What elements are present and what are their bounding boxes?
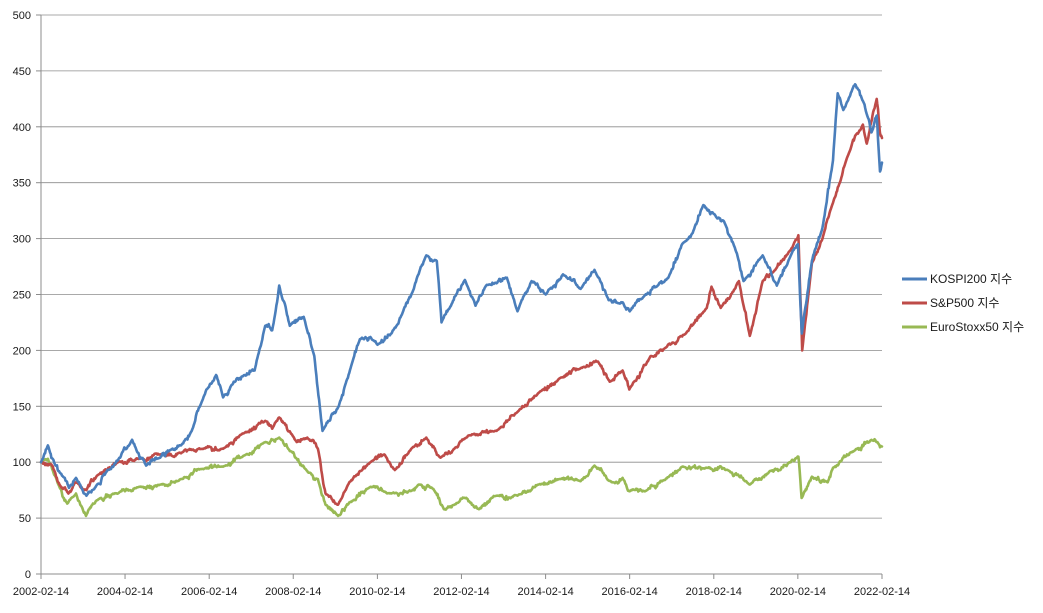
series-line-eurostoxx50 <box>39 436 884 518</box>
x-tick-label: 2012-02-14 <box>433 586 489 598</box>
legend-label: KOSPI200 지수 <box>930 272 1012 286</box>
x-tick-label: 2020-02-14 <box>770 586 826 598</box>
y-tick-label: 100 <box>13 457 31 469</box>
y-tick-label: 0 <box>25 569 31 581</box>
legend-item: S&P500 지수 <box>902 296 999 310</box>
legend: KOSPI200 지수 S&P500 지수 EuroStoxx50 지수 <box>902 272 1024 334</box>
axes: 0 50 100 150 200 250 300 350 400 450 500 2002-02-14… <box>13 10 911 598</box>
y-tick-label: 500 <box>13 10 31 22</box>
x-tick-label: 2002-02-14 <box>13 586 69 598</box>
x-tick-label: 2008-02-14 <box>265 586 321 598</box>
y-tick-label: 450 <box>13 66 31 78</box>
legend-item: KOSPI200 지수 <box>902 272 1012 286</box>
x-tick-label: 2016-02-14 <box>602 586 658 598</box>
legend-item: EuroStoxx50 지수 <box>902 320 1024 334</box>
series-line-sp500 <box>39 97 884 506</box>
legend-label: EuroStoxx50 지수 <box>930 320 1024 334</box>
x-tick-label: 2018-02-14 <box>686 586 742 598</box>
y-tick-label: 250 <box>13 290 31 302</box>
x-tick-label: 2006-02-14 <box>181 586 237 598</box>
gridlines <box>41 14 882 519</box>
x-tick-label: 2010-02-14 <box>349 586 405 598</box>
y-tick-label: 50 <box>19 513 31 525</box>
series-line-kospi200 <box>39 83 884 497</box>
x-tick-label: 2014-02-14 <box>517 586 573 598</box>
legend-label: S&P500 지수 <box>930 296 999 310</box>
y-tick-label: 400 <box>13 122 31 134</box>
x-tick-label: 2022-02-14 <box>854 586 910 598</box>
y-tick-label: 200 <box>13 345 31 357</box>
x-tick-label: 2004-02-14 <box>97 586 153 598</box>
y-tick-label: 350 <box>13 178 31 190</box>
series-lines <box>39 83 884 518</box>
y-tick-label: 300 <box>13 234 31 246</box>
y-tick-label: 150 <box>13 401 31 413</box>
